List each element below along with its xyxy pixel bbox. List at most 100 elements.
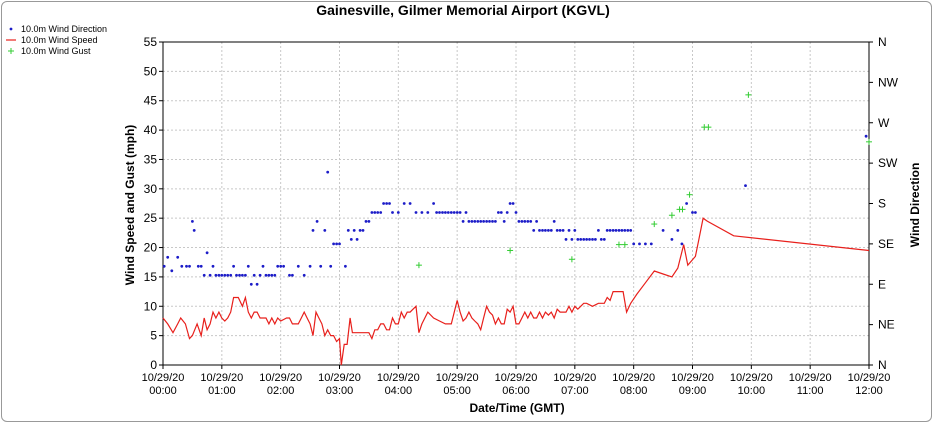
y2-tick-label: SE (878, 237, 894, 251)
wind-gust-point (507, 247, 514, 254)
x-tick-label-date: 10/29/20 (553, 372, 596, 384)
wind-direction-point (199, 264, 203, 268)
wind-direction-point (276, 264, 280, 268)
x-tick-label-date: 10/29/20 (612, 372, 655, 384)
wind-gust-point (866, 138, 872, 145)
x-tick-label-time: 07:00 (561, 385, 589, 397)
wind-direction-point (470, 220, 474, 223)
wind-direction-point (267, 273, 271, 277)
wind-direction-point (564, 238, 568, 241)
series-layer (162, 91, 872, 366)
y-axis-label: Wind Speed and Gust (mph) (123, 125, 137, 286)
wind-direction-point (311, 229, 315, 232)
wind-direction-point (376, 211, 380, 214)
x-tick-label-date: 10/29/20 (730, 372, 773, 384)
y2-axis-label: Wind Direction (908, 163, 922, 248)
wind-gust-point (686, 191, 693, 198)
y-tick-label: 55 (144, 35, 158, 49)
wind-direction-point (191, 220, 194, 223)
wind-gust-point (651, 221, 658, 228)
wind-direction-point (488, 220, 491, 223)
wind-direction-point (632, 242, 636, 246)
wind-direction-point (255, 282, 259, 286)
x-tick-label-date: 10/29/20 (495, 372, 538, 384)
wind-direction-point (391, 211, 394, 214)
wind-direction-point (379, 211, 383, 214)
wind-direction-point (196, 264, 200, 268)
wind-direction-point (485, 220, 488, 223)
y2-tick-label: NW (878, 75, 899, 89)
wind-direction-point (644, 242, 647, 246)
wind-direction-point (567, 229, 571, 232)
wind-direction-point (464, 211, 468, 214)
wind-gust-point (745, 91, 752, 98)
wind-direction-point (623, 229, 627, 232)
wind-direction-point (597, 229, 600, 232)
wind-direction-point (238, 273, 241, 277)
y-tick-label: 10 (144, 299, 158, 313)
x-tick-label-time: 05:00 (443, 385, 471, 397)
wind-direction-point (211, 264, 215, 268)
wind-direction-point (420, 211, 424, 214)
wind-direction-point (547, 229, 550, 232)
wind-direction-point (505, 211, 509, 214)
wind-direction-point (497, 211, 500, 214)
wind-direction-point (502, 220, 506, 223)
y2-tick-label: NE (878, 318, 895, 332)
x-tick-label-date: 10/29/20 (200, 372, 243, 384)
wind-direction-point (620, 229, 624, 232)
wind-direction-point (582, 238, 586, 241)
x-tick-label-time: 10:00 (738, 385, 766, 397)
wind-direction-point (680, 242, 684, 246)
x-tick-label-date: 10/29/20 (671, 372, 714, 384)
wind-gust-point (621, 241, 628, 248)
wind-direction-point (570, 238, 574, 241)
wind-direction-point (446, 211, 450, 214)
x-tick-label-time: 02:00 (267, 385, 295, 397)
wind-direction-point (176, 255, 180, 259)
series-0 (162, 134, 868, 286)
x-tick-label-date: 10/29/20 (789, 372, 832, 384)
wind-direction-point (279, 264, 283, 268)
wind-direction-point (296, 264, 300, 268)
wind-gust-point (668, 212, 675, 219)
wind-direction-point (476, 220, 480, 223)
wind-direction-point (617, 229, 621, 232)
wind-direction-point (264, 273, 268, 277)
wind-speed-line (162, 217, 870, 366)
wind-direction-point (676, 229, 680, 232)
legend-label: 10.0m Wind Gust (21, 46, 91, 56)
wind-direction-point (355, 238, 359, 241)
wind-direction-point (162, 264, 166, 268)
wind-direction-point (482, 220, 485, 223)
wind-direction-point (435, 211, 438, 214)
wind-direction-point (555, 229, 559, 232)
wind-direction-point (473, 220, 477, 223)
wind-direction-point (558, 229, 562, 232)
grid (162, 41, 870, 366)
wind-gust-point (568, 256, 575, 263)
wind-direction-point (614, 229, 618, 232)
series-2 (415, 91, 872, 269)
x-tick-label-time: 00:00 (149, 385, 177, 397)
wind-direction-point (602, 238, 606, 241)
wind-direction-point (573, 229, 577, 232)
wind-direction-point (517, 220, 521, 223)
wind-direction-point (329, 264, 333, 268)
legend-label: 10.0m Wind Direction (21, 24, 107, 34)
x-tick-label-date: 10/29/20 (848, 372, 891, 384)
legend-item: 10.0m Wind Speed (6, 35, 98, 45)
wind-gust-point (415, 262, 422, 269)
wind-direction-point (532, 229, 536, 232)
wind-gust-point (615, 241, 622, 248)
wind-direction-point (241, 273, 244, 277)
x-tick-label-time: 01:00 (208, 385, 236, 397)
wind-direction-point (344, 264, 347, 268)
wind-direction-point (388, 202, 391, 205)
legend-item: 10.0m Wind Gust (8, 46, 91, 56)
wind-direction-point (520, 220, 524, 223)
wind-direction-point (258, 273, 262, 277)
wind-direction-point (526, 220, 530, 223)
wind-direction-point (192, 229, 196, 232)
wind-direction-point (441, 211, 444, 214)
